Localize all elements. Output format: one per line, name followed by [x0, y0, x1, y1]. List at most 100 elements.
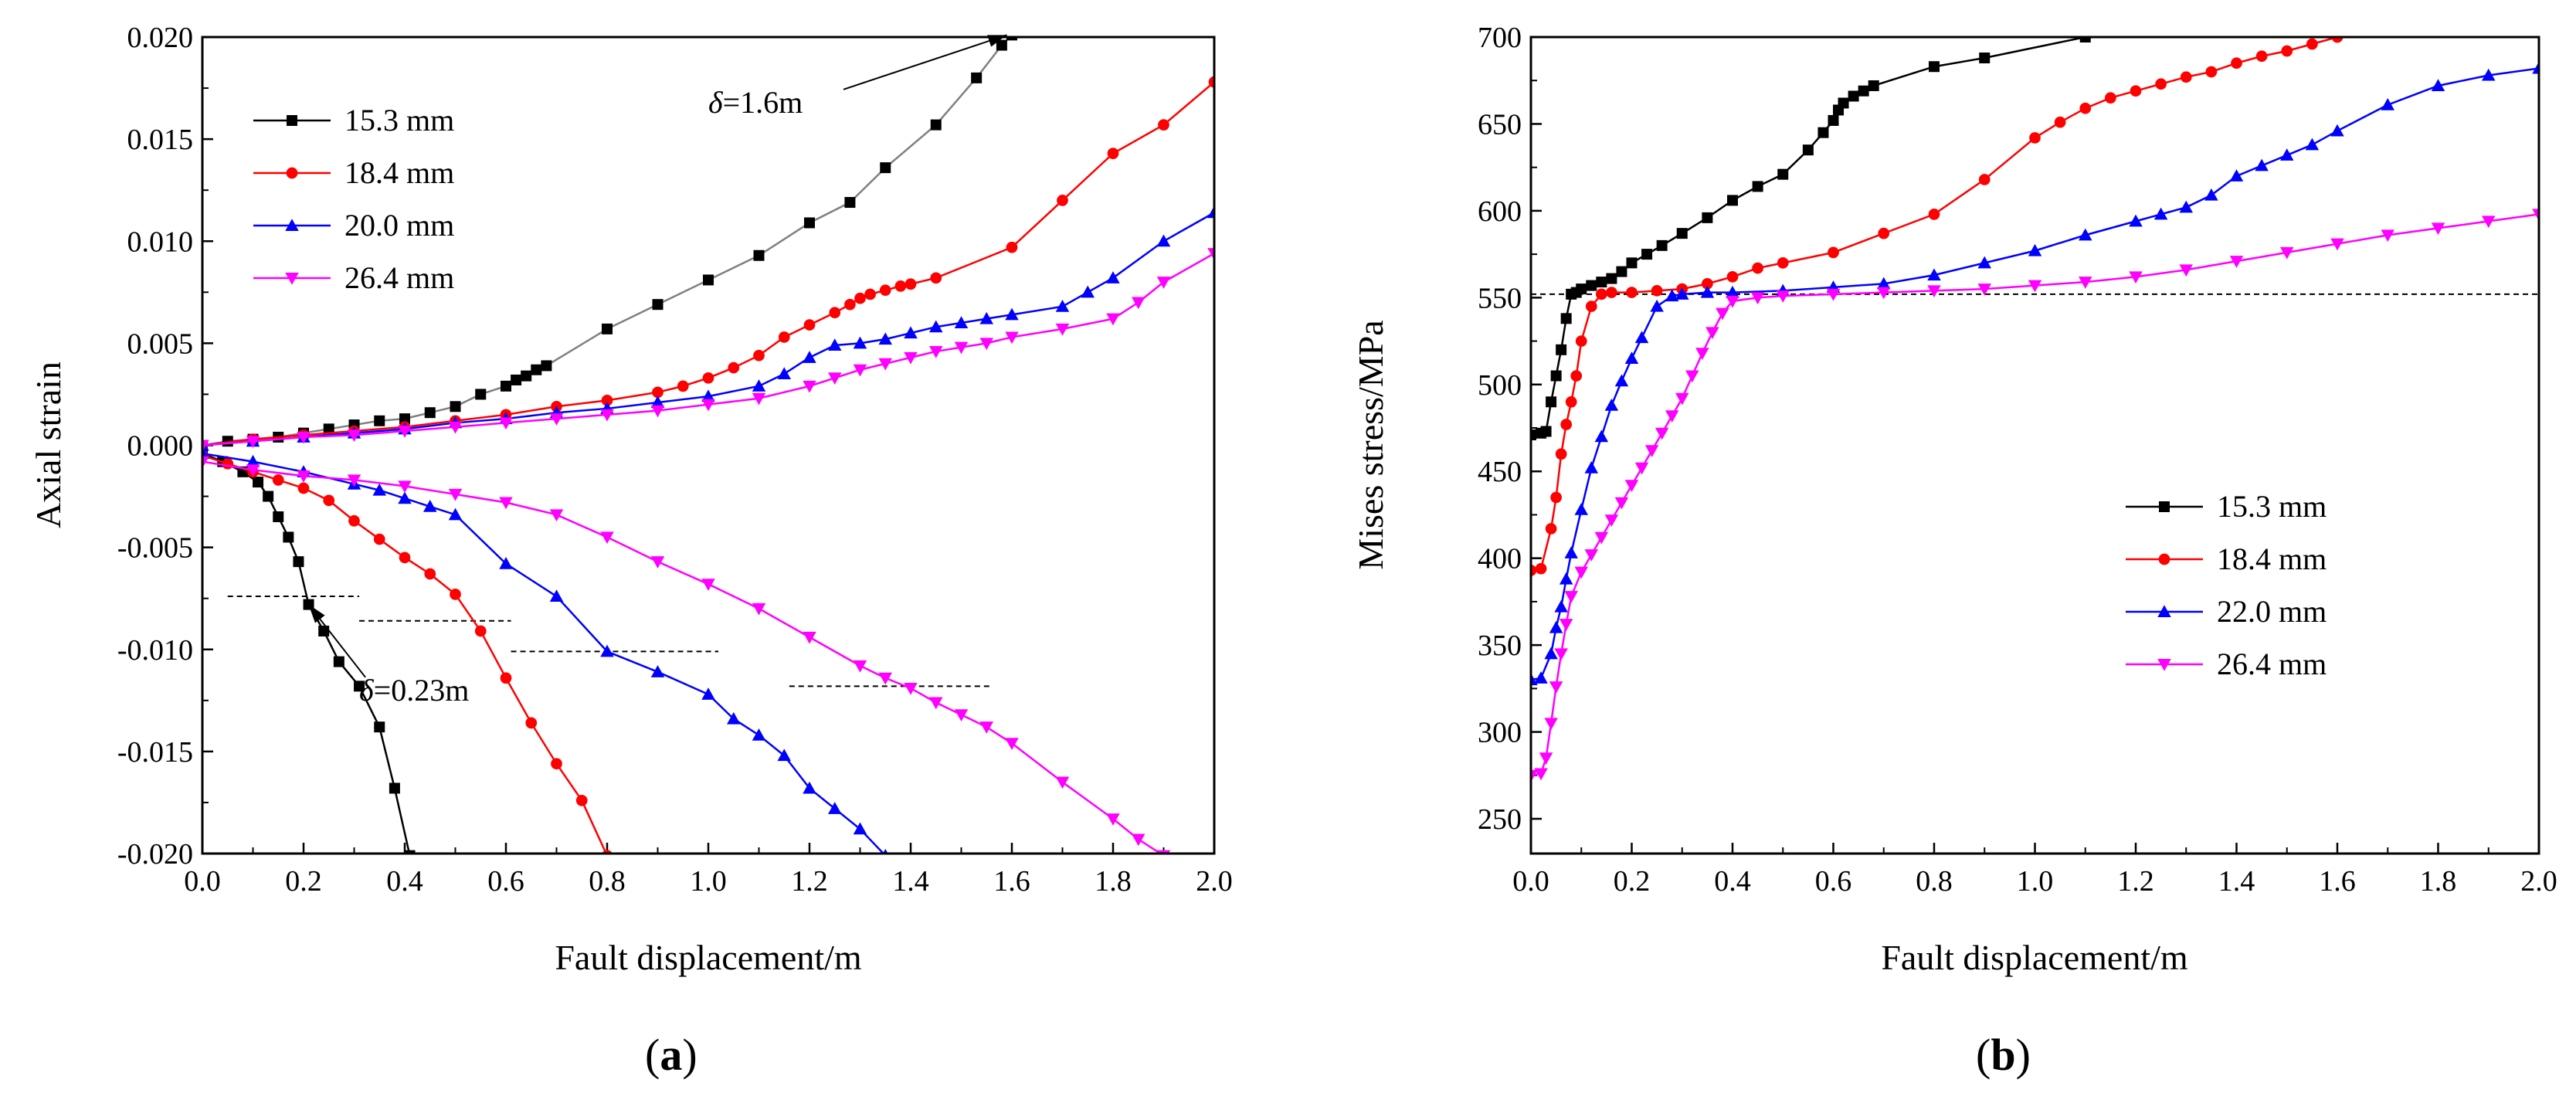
- data-point: [728, 362, 740, 374]
- data-point: [575, 794, 588, 806]
- data-point: [2129, 271, 2143, 284]
- data-point: [2229, 256, 2244, 268]
- data-point: [2482, 68, 2496, 81]
- data-point: [1604, 514, 1619, 527]
- series-20_0-mm: [202, 446, 888, 854]
- data-point: [2306, 38, 2318, 50]
- data-point: [2532, 209, 2539, 222]
- legend: 15.3 mm 18.4 mm 20.0 mm 26.4 mm: [253, 103, 454, 295]
- data-point: [979, 338, 993, 351]
- data-point: [2532, 61, 2539, 74]
- data-point: [954, 316, 969, 328]
- reference-dashed-lines: [227, 596, 992, 687]
- data-point: [1549, 620, 1563, 633]
- data-point: [727, 711, 741, 725]
- data-point: [1005, 738, 1019, 751]
- data-point: [246, 464, 260, 477]
- data-point: [1979, 52, 1991, 63]
- data-point: [253, 477, 264, 488]
- data-point: [853, 660, 867, 673]
- data-point: [752, 603, 766, 616]
- legend-marker: [285, 219, 299, 231]
- y-tick-label: 0.000: [127, 430, 194, 463]
- data-point: [2079, 277, 2092, 289]
- y-tick-label: 500: [1478, 369, 1522, 402]
- data-point: [333, 656, 344, 667]
- y-tick-label: 0.010: [127, 226, 194, 258]
- y-tick-label: 350: [1478, 630, 1522, 662]
- data-point: [650, 395, 665, 409]
- data-point: [1554, 599, 1568, 613]
- data-point: [930, 119, 942, 131]
- data-point: [1626, 287, 1638, 298]
- data-point: [829, 307, 841, 319]
- data-point: [1929, 61, 1940, 73]
- y-tick-label: 400: [1478, 543, 1522, 575]
- data-point: [1817, 127, 1829, 138]
- x-tick-label: 0.4: [386, 865, 423, 898]
- x-tick-label: 1.4: [2218, 865, 2255, 898]
- data-point: [853, 822, 867, 835]
- data-point: [600, 644, 614, 657]
- data-point: [1802, 144, 1814, 156]
- x-tick-label: 0.2: [1614, 865, 1651, 898]
- panel-label-a: (a): [645, 1030, 697, 1080]
- data-point: [1005, 307, 1019, 321]
- data-point: [2029, 132, 2041, 144]
- data-point: [1927, 268, 1941, 281]
- legend-label: 18.4 mm: [344, 155, 454, 190]
- data-point: [398, 480, 412, 494]
- y-tick-label: 250: [1478, 803, 1522, 836]
- data-point: [929, 697, 943, 710]
- data-point: [1606, 287, 1617, 298]
- data-point: [1559, 572, 1573, 585]
- y-tick-label: 650: [1478, 108, 1522, 141]
- plot-frame: [201, 36, 1216, 855]
- data-point: [1575, 335, 1587, 347]
- data-point: [650, 665, 665, 677]
- data-point: [2331, 37, 2344, 43]
- data-point: [1574, 566, 1588, 579]
- data-point: [1006, 37, 1017, 41]
- data-point: [347, 474, 361, 487]
- data-point: [1559, 619, 1573, 631]
- legend-label: 26.4 mm: [344, 260, 454, 295]
- data-point: [882, 848, 888, 854]
- data-point: [525, 717, 538, 729]
- data-point: [423, 500, 437, 512]
- data-point: [1977, 283, 1991, 296]
- data-point: [2028, 243, 2042, 256]
- data-point: [2155, 78, 2167, 90]
- x-tick-label: 1.2: [791, 865, 828, 898]
- data-point: [1556, 344, 1567, 355]
- data-point: [703, 274, 714, 286]
- data-point: [1531, 565, 1537, 576]
- data-point: [1838, 97, 1849, 109]
- data-point: [1005, 331, 1019, 345]
- data-point: [1665, 410, 1679, 423]
- data-point: [399, 413, 410, 425]
- legend-marker: [2158, 553, 2170, 565]
- axis-ticks: 0.0 0.2 0.4 0.6 0.8 1.0 1.2 1.4 1.6 1.8 2.0 0.020 0.…: [117, 22, 1233, 898]
- data-point: [1877, 287, 1891, 300]
- data-point: [202, 440, 209, 453]
- panel-label-b: (b): [1976, 1030, 2031, 1080]
- data-point: [854, 292, 866, 304]
- data-point: [1132, 833, 1145, 847]
- data-point: [474, 625, 487, 637]
- data-point: [246, 454, 260, 467]
- data-point: [954, 709, 969, 722]
- series-26_4-mm: [202, 456, 1171, 854]
- x-tick-label: 0.4: [1714, 865, 1751, 898]
- series-15_3-mm: [1531, 37, 2091, 441]
- plot-frame: [1529, 36, 2540, 855]
- x-tick-label: 2.0: [1196, 865, 1233, 898]
- data-point: [753, 349, 765, 362]
- data-point: [531, 364, 542, 375]
- data-point: [1531, 769, 1538, 782]
- legend-entry: 26.4 mm: [253, 260, 454, 295]
- data-point: [1584, 460, 1599, 474]
- data-point: [1716, 307, 1729, 321]
- data-point: [273, 511, 284, 522]
